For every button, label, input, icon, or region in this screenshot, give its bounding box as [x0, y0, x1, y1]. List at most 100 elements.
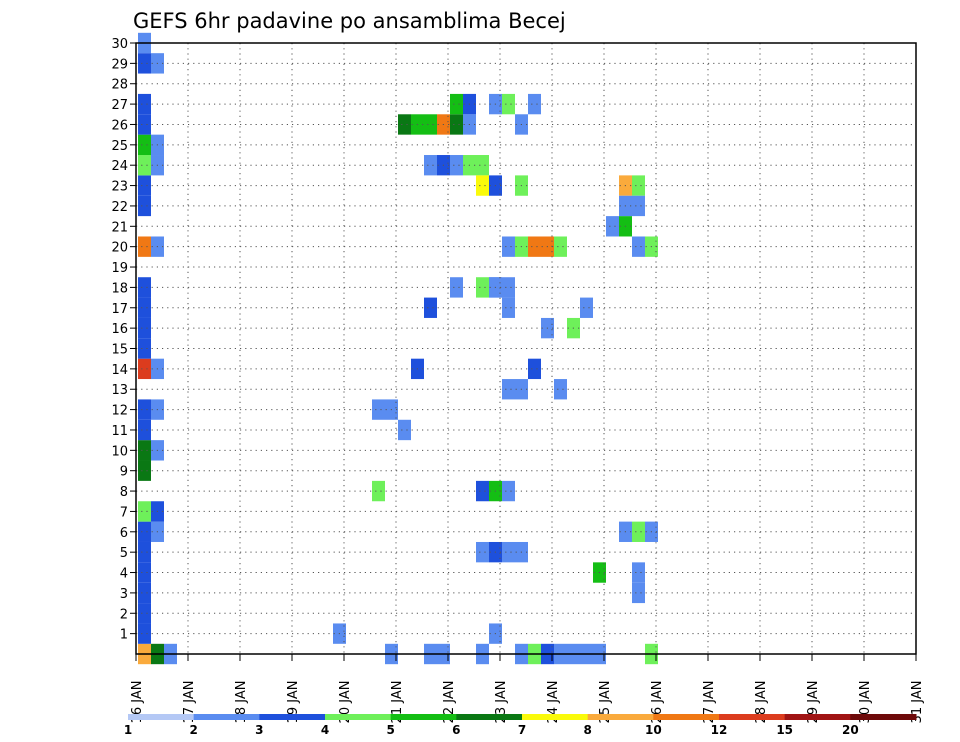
- data-cell: [424, 155, 437, 176]
- data-cell: [138, 419, 151, 441]
- data-cell: [398, 114, 411, 135]
- data-cell: [138, 134, 151, 156]
- y-tick-label: 30: [111, 37, 128, 52]
- data-cell: [632, 521, 645, 542]
- data-cell: [632, 175, 645, 196]
- x-tick-label: 16 JAN: [130, 681, 145, 724]
- data-cell: [632, 582, 645, 604]
- data-cell: [138, 562, 151, 583]
- data-cell: [476, 155, 489, 176]
- y-tick-label: 7: [120, 505, 128, 520]
- x-tick-label: 21 JAN: [390, 681, 405, 724]
- color-legend: 1 2 3 4 5 6 7 8 10 12 15 20: [124, 714, 917, 737]
- data-cell: [138, 175, 151, 196]
- legend-swatch: [193, 714, 260, 720]
- data-cell: [138, 582, 151, 604]
- data-cell: [502, 480, 515, 502]
- x-tick-label: 18 JAN: [234, 681, 249, 724]
- y-tick-label: 3: [120, 587, 128, 602]
- data-cell: [450, 155, 463, 176]
- y-tick-label: 13: [111, 383, 128, 398]
- data-cell: [138, 317, 151, 339]
- data-cell: [138, 358, 151, 380]
- y-tick-label: 14: [111, 363, 128, 378]
- x-tick-label: 19 JAN: [286, 681, 301, 724]
- data-cell: [580, 297, 593, 318]
- legend-swatch: [128, 714, 195, 720]
- y-tick-label: 2: [120, 607, 128, 622]
- y-tick-label: 6: [120, 526, 128, 541]
- data-cell: [138, 155, 151, 176]
- legend-swatch: [850, 714, 917, 720]
- data-cell: [138, 195, 151, 217]
- data-cell: [476, 541, 489, 563]
- x-tick-label: 30 JAN: [858, 681, 873, 724]
- y-tick-label: 9: [120, 465, 128, 480]
- data-cell: [606, 216, 619, 237]
- data-cell: [632, 195, 645, 217]
- legend-label: 15: [776, 723, 793, 737]
- legend-swatch: [719, 714, 786, 720]
- y-tick-label: 24: [111, 159, 128, 174]
- data-cell: [372, 399, 385, 420]
- data-cell: [450, 93, 463, 115]
- data-cell: [138, 541, 151, 563]
- legend-label: 2: [189, 723, 197, 737]
- y-tick-label: 4: [120, 567, 128, 582]
- x-tick-label: 28 JAN: [754, 681, 769, 724]
- data-cell: [502, 297, 515, 318]
- y-tick-label: 28: [111, 78, 128, 93]
- data-cell: [138, 623, 151, 644]
- y-tick-label: 27: [111, 98, 128, 113]
- legend-swatch: [325, 714, 392, 720]
- legend-label: 20: [842, 723, 859, 737]
- x-tick-label: 25 JAN: [598, 681, 613, 724]
- data-cell: [528, 358, 541, 380]
- data-cell: [450, 114, 463, 135]
- x-tick-label: 31 JAN: [910, 681, 925, 724]
- data-cell: [138, 114, 151, 135]
- legend-swatch: [653, 714, 720, 720]
- x-tick-label: 22 JAN: [442, 681, 457, 724]
- x-tick-label: 27 JAN: [702, 681, 717, 724]
- y-axis: 1234567891011121314151617181920212223242…: [111, 37, 136, 643]
- data-cell: [476, 175, 489, 196]
- legend-swatch: [522, 714, 589, 720]
- data-cell: [528, 236, 541, 257]
- y-tick-label: 22: [111, 200, 128, 215]
- data-cell: [502, 236, 515, 257]
- legend-label: 4: [321, 723, 329, 737]
- data-cell: [424, 297, 437, 318]
- y-tick-label: 11: [111, 424, 128, 439]
- data-cell: [554, 379, 567, 400]
- y-tick-label: 26: [111, 118, 128, 133]
- y-tick-label: 17: [111, 302, 128, 317]
- y-tick-label: 8: [120, 485, 128, 500]
- legend-label: 1: [124, 723, 132, 737]
- data-cell: [476, 277, 489, 298]
- legend-label: 8: [583, 723, 591, 737]
- x-tick-label: 20 JAN: [338, 681, 353, 724]
- legend-swatch: [456, 714, 523, 720]
- legend-swatch: [587, 714, 654, 720]
- data-cell: [632, 562, 645, 583]
- data-cell: [554, 236, 567, 257]
- data-cell: [372, 480, 385, 502]
- legend-label: 5: [386, 723, 394, 737]
- legend-swatch: [784, 714, 851, 720]
- data-cell: [502, 93, 515, 115]
- y-tick-label: 21: [111, 220, 128, 235]
- data-cell: [138, 399, 151, 420]
- data-cell: [138, 501, 151, 522]
- chart-title: GEFS 6hr padavine po ansamblima Becej: [133, 9, 566, 33]
- data-cell: [138, 603, 151, 624]
- data-cell: [138, 236, 151, 257]
- y-tick-label: 29: [111, 57, 128, 72]
- data-cell: [502, 277, 515, 298]
- y-tick-label: 5: [120, 546, 128, 561]
- data-cell: [398, 419, 411, 441]
- data-cell: [632, 236, 645, 257]
- data-cells: [138, 32, 658, 665]
- x-tick-label: 29 JAN: [806, 681, 821, 724]
